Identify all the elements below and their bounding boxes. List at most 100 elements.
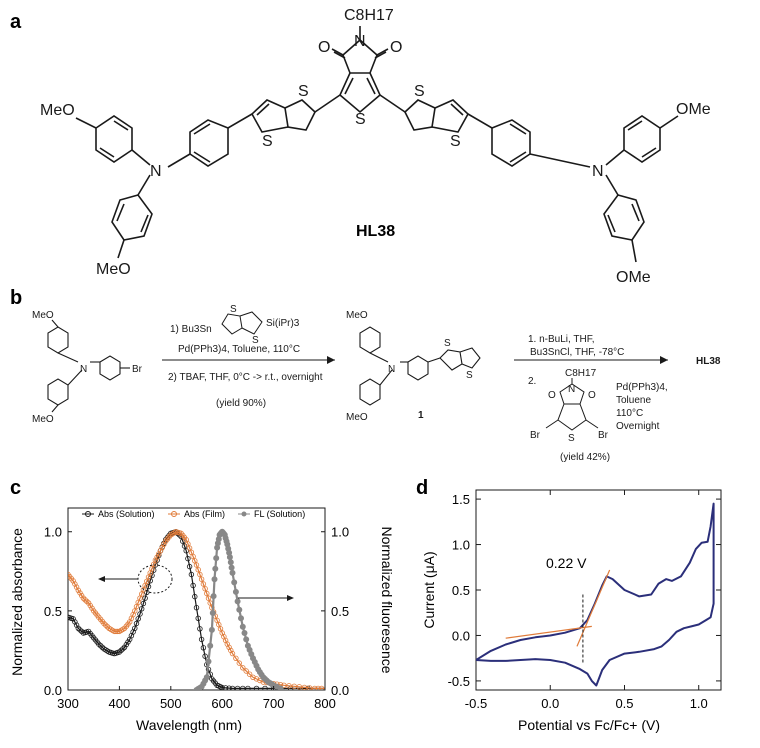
step2-yield: (yield 42%) xyxy=(560,452,610,463)
x-tick-label: 0.5 xyxy=(615,696,633,711)
atom-o-right: O xyxy=(390,39,402,56)
series-point-1 xyxy=(229,650,236,657)
y-tick-label: 1.5 xyxy=(452,492,470,507)
series-point-1 xyxy=(236,660,242,666)
series-point-1 xyxy=(204,590,210,597)
series-point-0 xyxy=(118,647,124,654)
series-point-0 xyxy=(75,625,81,631)
series-point-1 xyxy=(226,644,232,650)
series-point-0 xyxy=(120,646,126,652)
step1-reagent-line2: Pd(PPh3)4, Toluene, 110°C xyxy=(178,344,300,355)
chart-d-ylabel: Current (μA) xyxy=(421,551,437,628)
series-point-1 xyxy=(291,683,297,689)
y-tick-label: 0.5 xyxy=(452,583,470,598)
series-point-1 xyxy=(306,685,313,690)
panel-c: c Abs (Solution) Abs (Film) FL (Solution… xyxy=(9,477,395,733)
series-point-0 xyxy=(195,615,201,621)
step1-s1: S xyxy=(230,304,237,315)
chart-c-left-arrow-head xyxy=(98,576,105,582)
intermediate-label: 1 xyxy=(418,410,424,421)
y-tick-label: 1.0 xyxy=(452,538,470,553)
series-point-2 xyxy=(212,565,219,572)
series-point-2 xyxy=(203,674,210,681)
series-point-0 xyxy=(192,593,198,600)
step1-reagent-line3: 2) TBAF, THF, 0°C -> r.t., overnight xyxy=(168,372,323,383)
series-point-0 xyxy=(202,653,208,659)
step1-reagent-line1: 1) Bu3Sn xyxy=(170,324,212,335)
atom-alkyl: C8H17 xyxy=(344,7,394,24)
series-point-0 xyxy=(135,616,141,622)
series-point-0 xyxy=(197,626,203,632)
series-point-0 xyxy=(73,622,80,628)
series-point-1 xyxy=(193,562,200,568)
series-point-0 xyxy=(185,555,191,562)
y-tick-label-left: 1.0 xyxy=(44,525,62,540)
series-point-0 xyxy=(142,595,148,601)
x-tick-label: 800 xyxy=(314,696,336,711)
atom-n-imide: N xyxy=(354,33,366,50)
series-point-1 xyxy=(159,544,165,551)
series-point-0 xyxy=(96,641,102,647)
y-tick-label-right: 1.0 xyxy=(331,525,349,540)
x-tick-label: 300 xyxy=(57,696,79,711)
series-point-1 xyxy=(296,684,302,690)
series-point-1 xyxy=(111,628,117,635)
atom-n-right: N xyxy=(592,163,604,180)
atom-o-left: O xyxy=(318,39,330,56)
reaction-arrow-1-head xyxy=(327,356,335,364)
series-point-2 xyxy=(210,593,217,600)
compound-name: HL38 xyxy=(356,223,395,240)
product-label: HL38 xyxy=(696,356,721,367)
x-tick-label: 0.0 xyxy=(541,696,559,711)
series-point-1 xyxy=(202,586,208,592)
stannyl-tt-structure xyxy=(221,311,263,335)
atom-ome-right-bottom: OMe xyxy=(616,269,651,286)
intermediate-s2: S xyxy=(466,370,473,381)
baseline-tangent xyxy=(505,625,592,639)
intermediate-s1: S xyxy=(444,338,451,349)
series-point-1 xyxy=(318,685,325,690)
series-point-2 xyxy=(239,623,246,630)
series-point-2 xyxy=(237,615,244,622)
series-point-2 xyxy=(205,658,212,665)
reaction-arrow-2-head xyxy=(660,356,668,364)
step2-o1: O xyxy=(548,390,556,401)
intermediate-meo-bottom: MeO xyxy=(346,412,368,423)
hl38-structure xyxy=(75,26,679,263)
rise-tangent xyxy=(576,569,611,647)
series-point-1 xyxy=(233,655,239,661)
step2-s: S xyxy=(568,433,575,444)
x-tick-label: -0.5 xyxy=(465,696,487,711)
panel-b: b MeO N Br MeO 1) Bu3Sn S xyxy=(10,287,721,463)
legend-abs-solution: Abs (Solution) xyxy=(98,509,155,519)
panel-c-label: c xyxy=(10,477,21,499)
step2-line3: 2. xyxy=(528,376,536,387)
series-point-1 xyxy=(301,684,308,690)
series-point-1 xyxy=(315,685,321,690)
series-point-0 xyxy=(72,619,78,625)
chart-c-right-arrow-head xyxy=(287,595,294,601)
series-point-1 xyxy=(195,567,201,573)
series-point-0 xyxy=(222,685,229,690)
series-point-2 xyxy=(236,606,243,613)
series-point-0 xyxy=(229,685,236,690)
step2-br2: Br xyxy=(598,430,609,441)
series-point-1 xyxy=(104,624,111,630)
panel-d-label: d xyxy=(416,477,428,499)
y-tick-label-left: 0.0 xyxy=(44,683,62,698)
series-point-1 xyxy=(157,548,164,554)
start-n: N xyxy=(80,364,87,375)
series-point-1 xyxy=(156,551,162,557)
y-tick-label-right: 0.5 xyxy=(331,604,349,619)
series-point-1 xyxy=(77,590,83,596)
series-point-1 xyxy=(198,576,205,582)
step2-alkyl: C8H17 xyxy=(565,368,597,379)
series-point-0 xyxy=(193,605,200,611)
series-point-2 xyxy=(207,642,214,649)
series-point-1 xyxy=(84,598,90,605)
y-tick-label-right: 0.0 xyxy=(331,683,349,698)
atom-s-left-bottom: S xyxy=(262,133,273,150)
chart-d-annotation: 0.22 V xyxy=(546,555,587,571)
